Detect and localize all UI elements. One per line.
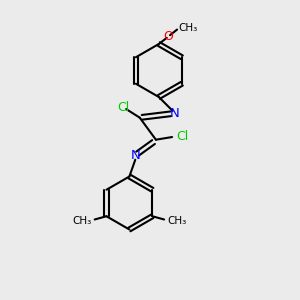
- Text: O: O: [163, 30, 173, 43]
- Text: Cl: Cl: [176, 130, 189, 143]
- Text: Cl: Cl: [117, 101, 130, 114]
- Text: CH₃: CH₃: [168, 216, 187, 226]
- Text: CH₃: CH₃: [178, 23, 198, 33]
- Text: N: N: [170, 107, 180, 120]
- Text: CH₃: CH₃: [72, 216, 91, 226]
- Text: N: N: [130, 149, 140, 162]
